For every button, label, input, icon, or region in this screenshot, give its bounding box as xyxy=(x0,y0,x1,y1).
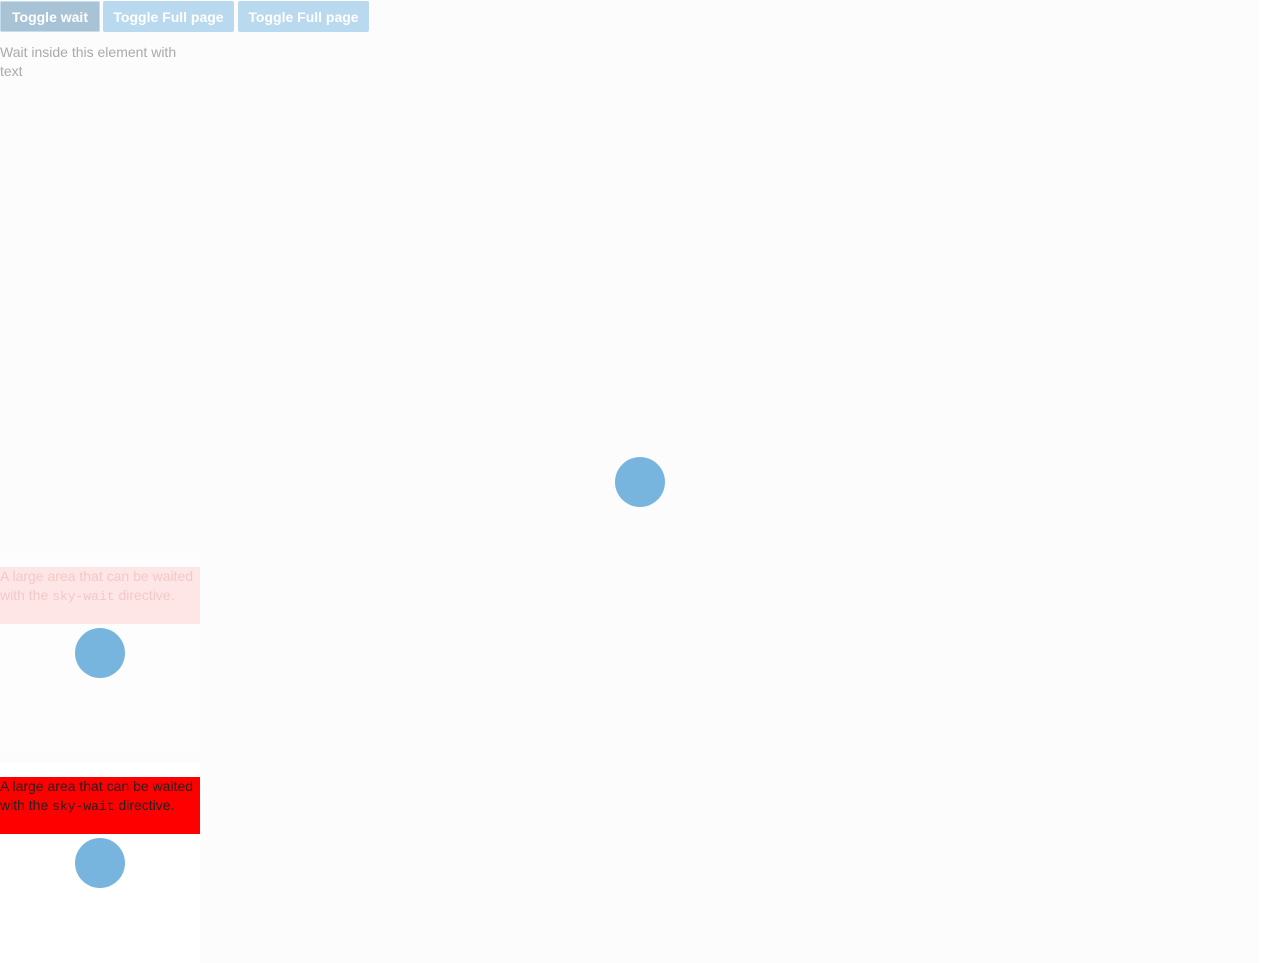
full-page-spinner xyxy=(615,457,665,507)
toggle-full-page-button[interactable]: Toggle Full page xyxy=(103,1,234,32)
text: A large area that can be waited with the xyxy=(0,568,194,603)
area-text: A large area that can be waited with the… xyxy=(0,777,200,834)
text: directive. xyxy=(118,587,175,603)
code: sky-wait xyxy=(52,589,115,604)
spinner xyxy=(75,838,125,888)
spinner xyxy=(75,628,125,678)
text: A large area that can be waited with the xyxy=(0,778,194,813)
wait-area: A large area that can be waited with the… xyxy=(0,553,200,753)
wait-area: A large area that can be waited with the… xyxy=(0,763,200,963)
text: directive. xyxy=(118,797,175,813)
toggle-full-page-button[interactable]: Toggle Full page xyxy=(238,1,369,32)
wait-element-text: Wait inside this element with text xyxy=(0,44,177,79)
code: sky-wait xyxy=(52,799,115,814)
area-text: A large area that can be waited with the… xyxy=(0,567,200,624)
toggle-wait-button[interactable]: Toggle wait xyxy=(0,1,100,32)
